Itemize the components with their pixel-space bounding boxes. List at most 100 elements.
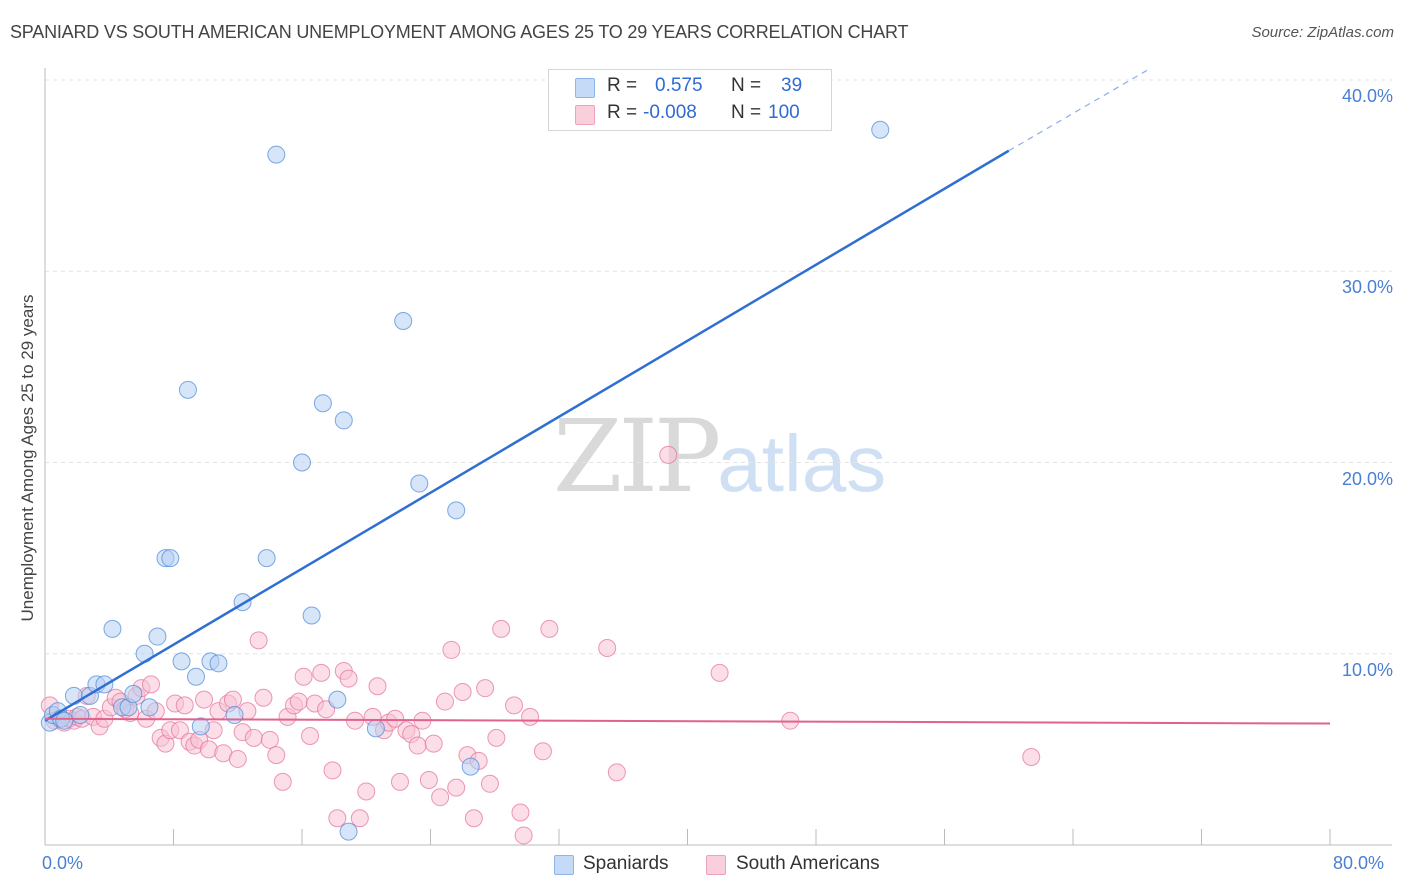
trend-lines bbox=[44, 69, 1331, 725]
stats-r-label: R = bbox=[607, 102, 638, 123]
south-american-point bbox=[540, 619, 559, 638]
south-american-point bbox=[357, 782, 376, 801]
stats-row-south-americans: R = -0.008 N = 100 bbox=[549, 101, 831, 127]
stats-r-label: R = bbox=[607, 75, 638, 96]
spaniard-point bbox=[394, 311, 413, 330]
watermark: ZIPatlas bbox=[553, 398, 886, 515]
spaniard-point bbox=[410, 474, 429, 493]
south-american-point bbox=[435, 692, 454, 711]
chart-source: Source: ZipAtlas.com bbox=[1251, 24, 1394, 41]
y-tick-label: 30.0% bbox=[1341, 277, 1393, 298]
south-american-point bbox=[480, 774, 499, 793]
south-american-point bbox=[533, 742, 552, 761]
spaniard-trend-extension bbox=[1008, 69, 1148, 152]
spaniard-point bbox=[225, 705, 244, 724]
x-tick-label-max: 80.0% bbox=[1333, 853, 1385, 873]
south-american-point bbox=[273, 772, 292, 791]
spaniard-point bbox=[447, 501, 466, 520]
y-tick-label: 10.0% bbox=[1341, 659, 1393, 680]
south-american-point bbox=[431, 788, 450, 807]
south-american-point bbox=[339, 669, 358, 688]
stats-legend-box: R = 0.575 N = 39 R = -0.008 N = 100 bbox=[548, 69, 832, 131]
south-american-points bbox=[40, 445, 1041, 845]
stats-r-value: -0.008 bbox=[643, 102, 697, 123]
south-american-point bbox=[514, 826, 533, 845]
spaniard-point bbox=[334, 411, 353, 430]
spaniard-points bbox=[40, 120, 890, 841]
spaniard-point bbox=[209, 654, 228, 673]
south-american-point bbox=[244, 728, 263, 747]
south-american-point bbox=[487, 728, 506, 747]
south-american-point bbox=[390, 772, 409, 791]
y-tick-label: 20.0% bbox=[1341, 468, 1393, 489]
south-american-point bbox=[408, 736, 427, 755]
spaniard-point bbox=[186, 667, 205, 686]
south-american-point bbox=[419, 770, 438, 789]
south-american-point bbox=[442, 640, 461, 659]
spaniard-point bbox=[64, 686, 83, 705]
south-american-point bbox=[170, 721, 189, 740]
south-american-point bbox=[453, 683, 472, 701]
spaniard-point bbox=[103, 619, 122, 638]
south-american-point bbox=[521, 707, 540, 726]
south-american-point bbox=[424, 734, 443, 753]
south-american-point bbox=[511, 803, 530, 822]
south-american-point bbox=[260, 730, 279, 749]
spaniard-point bbox=[178, 380, 197, 399]
spaniard-point bbox=[302, 606, 321, 625]
spaniard-point bbox=[328, 690, 347, 709]
spaniard-point bbox=[172, 652, 191, 671]
chart-legend: Spaniards South Americans bbox=[0, 852, 1406, 878]
south-american-point bbox=[289, 692, 308, 711]
y-tick-label: 40.0% bbox=[1341, 86, 1393, 106]
spaniard-point bbox=[313, 394, 332, 413]
south-american-point bbox=[492, 619, 511, 638]
watermark-atlas: atlas bbox=[717, 419, 887, 508]
south-american-point bbox=[328, 809, 347, 828]
spaniard-point bbox=[461, 757, 480, 776]
spaniard-trend-line bbox=[44, 149, 1010, 722]
stats-swatch-spaniards bbox=[575, 78, 595, 98]
legend-swatch-spaniards bbox=[554, 855, 574, 875]
spaniard-point bbox=[55, 711, 74, 730]
spaniard-point bbox=[339, 822, 358, 841]
stats-n-value: 100 bbox=[768, 102, 800, 123]
south-american-trend-line bbox=[44, 717, 1331, 725]
south-american-point bbox=[228, 749, 247, 768]
south-american-point bbox=[301, 726, 320, 745]
spaniard-point bbox=[124, 684, 143, 703]
stats-r-value: 0.575 bbox=[655, 75, 703, 96]
south-american-point bbox=[312, 663, 331, 682]
south-american-point bbox=[223, 690, 242, 709]
south-american-point bbox=[294, 667, 313, 686]
watermark-zip: ZIP bbox=[553, 398, 721, 515]
spaniard-point bbox=[871, 120, 890, 139]
south-american-point bbox=[249, 631, 268, 650]
spaniard-point bbox=[161, 549, 180, 568]
south-american-point bbox=[447, 778, 466, 797]
south-american-point bbox=[1022, 748, 1041, 767]
spaniard-point bbox=[257, 549, 276, 568]
south-american-point bbox=[195, 690, 214, 709]
spaniard-point bbox=[267, 145, 286, 164]
south-american-point bbox=[607, 763, 626, 782]
legend-swatch-south-americans bbox=[706, 855, 726, 875]
south-american-point bbox=[175, 696, 194, 715]
south-american-point bbox=[142, 675, 161, 694]
south-american-point bbox=[386, 709, 405, 728]
spaniard-point bbox=[140, 698, 159, 717]
south-american-point bbox=[267, 746, 286, 765]
south-american-point bbox=[350, 809, 369, 828]
stats-swatch-south-americans bbox=[575, 105, 595, 125]
south-american-point bbox=[323, 761, 342, 780]
south-american-point bbox=[254, 688, 273, 707]
chart-title: SPANIARD VS SOUTH AMERICAN UNEMPLOYMENT … bbox=[10, 22, 909, 42]
spaniard-point bbox=[71, 705, 90, 724]
south-american-point bbox=[598, 639, 617, 658]
south-american-point bbox=[464, 809, 483, 828]
spaniard-point bbox=[148, 627, 167, 646]
south-american-point bbox=[368, 677, 387, 696]
stats-n-label: N = bbox=[731, 102, 762, 123]
spaniard-point bbox=[366, 719, 385, 738]
